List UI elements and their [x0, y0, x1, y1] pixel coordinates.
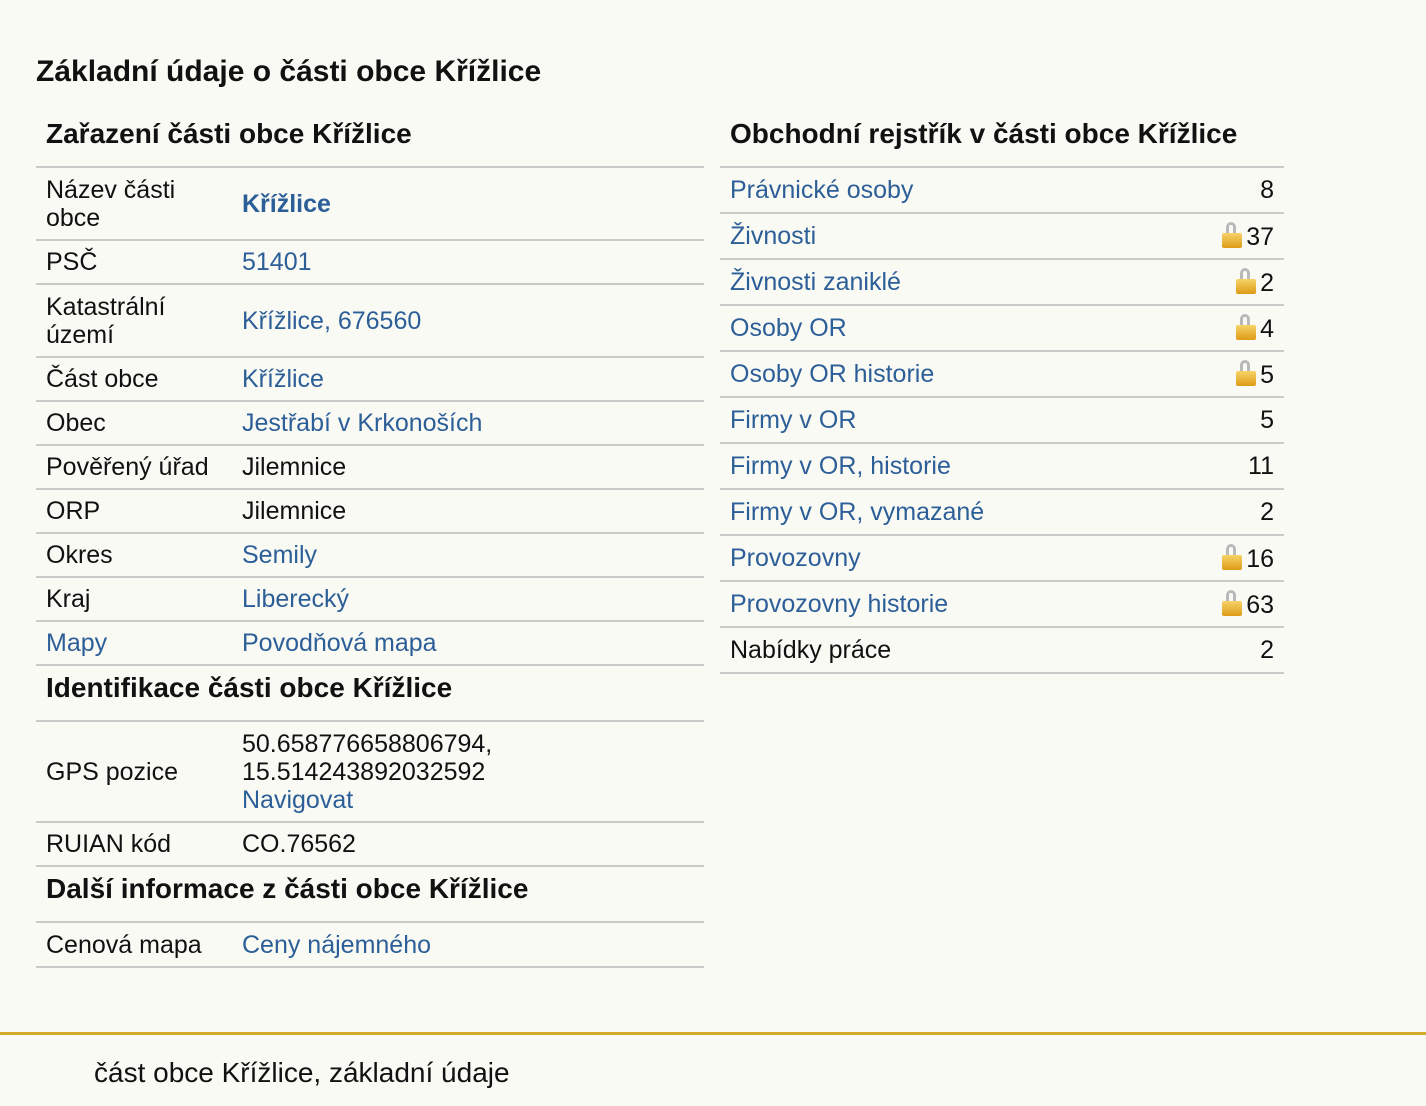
firmy-v-or-link[interactable]: Firmy v OR: [730, 406, 857, 434]
row-label: Část obce: [36, 357, 232, 402]
table-row: Firmy v OR, historie 11: [720, 443, 1284, 490]
row-label: GPS pozice: [36, 722, 232, 823]
row-label: RUIAN kód: [36, 822, 232, 867]
obchodni-rejstrik-table: Právnické osoby 8 Živnosti 37 Živnosti z…: [720, 168, 1284, 674]
identifikace-table: GPS pozice 50.658776658806794, 15.514243…: [36, 722, 704, 867]
table-row: Název části obce Křížlice: [36, 168, 704, 241]
table-row: Živnosti 37: [720, 213, 1284, 260]
povodnova-mapa-link[interactable]: Povodňová mapa: [242, 629, 437, 657]
osoby-or-link[interactable]: Osoby OR: [730, 314, 847, 342]
psc-link[interactable]: 51401: [242, 248, 312, 276]
row-label: Název části obce: [36, 168, 232, 241]
orp-value: Jilemnice: [232, 489, 704, 534]
footer-text: část obce Křížlice, základní údaje: [94, 1057, 510, 1088]
row-label: PSČ: [36, 240, 232, 285]
table-row: ORP Jilemnice: [36, 489, 704, 534]
table-row: Cenová mapa Ceny nájemného: [36, 923, 704, 968]
provozovny-historie-link[interactable]: Provozovny historie: [730, 590, 949, 618]
row-label: Kraj: [36, 577, 232, 622]
ruian-value: CO.76562: [232, 822, 704, 867]
row-label: Okres: [36, 533, 232, 578]
row-label: Obec: [36, 401, 232, 446]
table-row: Pověřený úřad Jilemnice: [36, 445, 704, 490]
left-column: Zařazení části obce Křížlice Název části…: [36, 112, 704, 968]
section-heading-dalsi: Další informace z části obce Křížlice: [36, 867, 704, 923]
provozovny-link[interactable]: Provozovny: [730, 544, 861, 572]
table-row: Osoby OR historie 5: [720, 351, 1284, 398]
obec-link[interactable]: Jestřabí v Krkonoších: [242, 409, 483, 437]
table-row: Obec Jestřabí v Krkonoších: [36, 401, 704, 446]
count-value: 5: [1260, 360, 1274, 389]
count-value: 4: [1260, 314, 1274, 343]
cast-obce-link[interactable]: Křížlice: [242, 365, 324, 393]
table-row: Provozovny 16: [720, 535, 1284, 582]
table-row: Živnosti zaniklé 2: [720, 259, 1284, 306]
osoby-or-historie-link[interactable]: Osoby OR historie: [730, 360, 935, 388]
row-label: Cenová mapa: [36, 923, 232, 968]
page-title: Základní údaje o části obce Křížlice: [36, 55, 542, 88]
table-row: Katastrální území Křížlice, 676560: [36, 284, 704, 358]
count-value: 2: [1260, 268, 1274, 297]
section-heading-identifikace: Identifikace části obce Křížlice: [36, 666, 704, 722]
katastralni-uzemi-link[interactable]: Křížlice, 676560: [242, 306, 422, 335]
padlock-icon: [1222, 543, 1243, 570]
table-row: Okres Semily: [36, 533, 704, 578]
count-value: 11: [1166, 443, 1284, 490]
count-value: 37: [1246, 222, 1274, 251]
table-row: Osoby OR 4: [720, 305, 1284, 352]
row-label: Katastrální území: [36, 284, 232, 358]
gps-latitude: 50.658776658806794,: [242, 729, 493, 758]
nazev-casti-obce-link[interactable]: Křížlice: [242, 189, 331, 218]
mapy-link[interactable]: Mapy: [46, 629, 108, 657]
table-row: RUIAN kód CO.76562: [36, 822, 704, 867]
padlock-icon: [1236, 313, 1257, 340]
pravnicke-osoby-link[interactable]: Právnické osoby: [730, 176, 914, 204]
row-label: Pověřený úřad: [36, 445, 232, 490]
okres-link[interactable]: Semily: [242, 541, 318, 569]
table-row: PSČ 51401: [36, 240, 704, 285]
padlock-icon: [1222, 589, 1243, 616]
count-value: 2: [1166, 489, 1284, 536]
navigovat-link[interactable]: Navigovat: [242, 785, 354, 814]
zarazeni-table: Název části obce Křížlice PSČ 51401 Kata…: [36, 168, 704, 666]
zivnosti-link[interactable]: Živnosti: [730, 222, 817, 250]
count-value: 5: [1166, 397, 1284, 444]
firmy-v-or-historie-link[interactable]: Firmy v OR, historie: [730, 452, 951, 480]
table-row: GPS pozice 50.658776658806794, 15.514243…: [36, 722, 704, 823]
table-row: Provozovny historie 63: [720, 581, 1284, 628]
nabidky-prace-label: Nabídky práce: [720, 627, 1167, 674]
footer-divider: [0, 1032, 1426, 1035]
table-row: Kraj Liberecký: [36, 577, 704, 622]
padlock-icon: [1222, 221, 1243, 248]
count-value: 16: [1246, 544, 1274, 573]
section-heading-zarazeni: Zařazení části obce Křížlice: [36, 112, 704, 168]
table-row: Nabídky práce 2: [720, 627, 1284, 674]
padlock-icon: [1236, 359, 1257, 386]
section-heading-obchodni-rejstrik: Obchodní rejstřík v části obce Křížlice: [720, 112, 1284, 168]
padlock-icon: [1236, 267, 1257, 294]
dalsi-table: Cenová mapa Ceny nájemného: [36, 923, 704, 968]
table-row: Právnické osoby 8: [720, 168, 1284, 214]
firmy-v-or-vymazane-link[interactable]: Firmy v OR, vymazané: [730, 498, 985, 526]
count-value: 63: [1246, 590, 1274, 619]
count-value: 2: [1166, 627, 1284, 674]
kraj-link[interactable]: Liberecký: [242, 585, 349, 613]
table-row: Firmy v OR 5: [720, 397, 1284, 444]
table-row: Část obce Křížlice: [36, 357, 704, 402]
ceny-najemneho-link[interactable]: Ceny nájemného: [242, 930, 432, 959]
count-value: 8: [1166, 168, 1284, 214]
right-column: Obchodní rejstřík v části obce Křížlice …: [720, 112, 1284, 674]
row-label: ORP: [36, 489, 232, 534]
povereny-urad-value: Jilemnice: [232, 445, 704, 490]
gps-longitude: 15.514243892032592: [242, 757, 486, 786]
zivnosti-zanikle-link[interactable]: Živnosti zaniklé: [730, 268, 901, 296]
table-row: Mapy Povodňová mapa: [36, 621, 704, 666]
table-row: Firmy v OR, vymazané 2: [720, 489, 1284, 536]
